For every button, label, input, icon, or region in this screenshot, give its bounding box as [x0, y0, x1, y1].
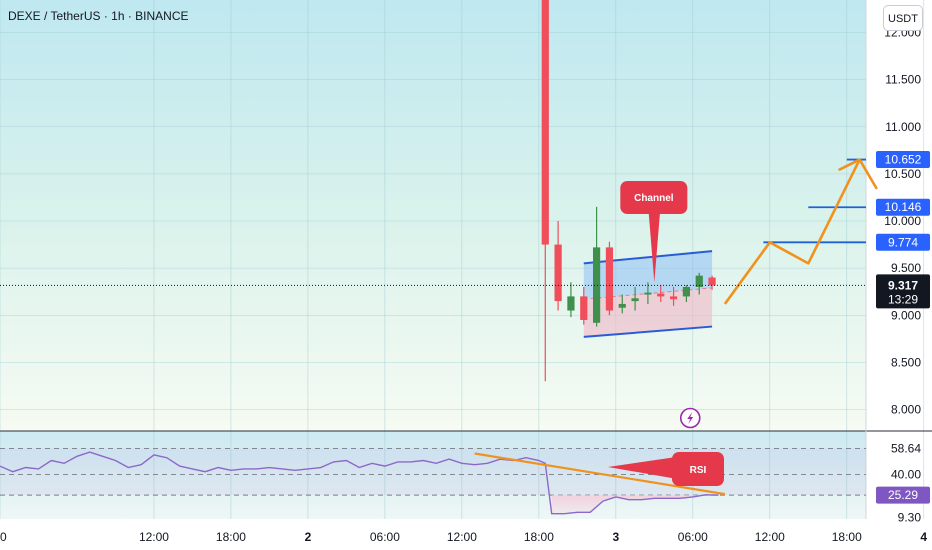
price-tag-countdown: 13:29 [888, 292, 918, 306]
forecast-path [723, 158, 861, 305]
candle-body [657, 293, 665, 297]
channel-lower-line [583, 325, 713, 338]
price-tick-label: 8.000 [891, 403, 921, 417]
rsi-tick-upper: 58.64 [891, 441, 921, 455]
time-tick-label: 00 [0, 530, 7, 544]
candle-body [605, 247, 614, 311]
time-tick-label: 12:00 [447, 530, 477, 544]
candle-body [695, 275, 703, 287]
candle-body [631, 298, 639, 302]
candle-body [580, 296, 588, 320]
candle-body [554, 244, 562, 302]
channel-fill-lower [583, 287, 713, 337]
price-tag-level2: 10.146 [885, 200, 922, 214]
price-tick-label: 8.500 [891, 355, 921, 369]
channel-fill-upper [583, 251, 713, 300]
price-tick-label: 9.000 [891, 308, 921, 322]
candle-body [644, 292, 652, 295]
lightning-glyph [687, 412, 694, 424]
price-tag-level1: 10.652 [885, 153, 922, 167]
time-axis-background [0, 519, 866, 550]
time-tick-label: 06:00 [370, 530, 400, 544]
rsi-line [0, 451, 719, 515]
price-tick-label: 9.500 [891, 261, 921, 275]
price-tag-current: 9.317 [888, 278, 918, 292]
time-tick-label: 18:00 [216, 530, 246, 544]
channel-upper-line [583, 250, 713, 265]
price-tag-level3: 9.774 [888, 235, 918, 249]
currency-button[interactable]: USDT [883, 5, 923, 31]
rsi-tick-lower: 9.30 [898, 511, 922, 525]
time-tick-label: 18:00 [832, 530, 862, 544]
time-tick-label: 2 [305, 530, 312, 544]
rsi-trendline [474, 452, 726, 496]
time-tick-label: 3 [612, 530, 619, 544]
price-tick-label: 11.000 [885, 120, 921, 134]
price-tag-level3-box [876, 233, 930, 251]
price-tag-level1-box [876, 151, 930, 169]
rsi-callout-box [672, 452, 724, 486]
candle-body [682, 286, 691, 297]
rsi-tick-mid: 40.00 [891, 468, 921, 482]
channel-callout-box [620, 181, 688, 214]
channel-callout-pointer [647, 196, 662, 283]
main-pane-background [0, 0, 866, 431]
channel-callout-label: Channel [634, 193, 674, 204]
time-tick-label: 12:00 [139, 530, 169, 544]
price-tag-level2-box [876, 198, 930, 216]
candle-body [567, 296, 575, 311]
time-tick-label: 18:00 [524, 530, 554, 544]
rsi-tag-current-box [876, 486, 930, 504]
candle-body [708, 277, 716, 286]
candle-body [541, 0, 549, 245]
price-tick-label: 10.500 [884, 167, 921, 181]
rsi-tag-current: 25.29 [888, 488, 918, 502]
time-tick-label: 4 [920, 530, 927, 544]
price-tick-label: 10.000 [884, 214, 921, 228]
candle-body [618, 303, 626, 308]
candle-body [592, 247, 601, 323]
time-tick-label: 12:00 [755, 530, 785, 544]
rsi-callout-label: RSI [690, 465, 707, 476]
rsi-callout-pointer [608, 456, 683, 480]
rsi-band [0, 448, 866, 496]
price-tick-label: 11.500 [885, 73, 921, 87]
price-tag-current-box [876, 274, 930, 309]
time-tick-label: 06:00 [678, 530, 708, 544]
forecast-arrowhead [838, 158, 878, 190]
candle-body [669, 296, 678, 300]
chart-title: DEXE / TetherUS · 1h · BINANCE [8, 9, 189, 23]
